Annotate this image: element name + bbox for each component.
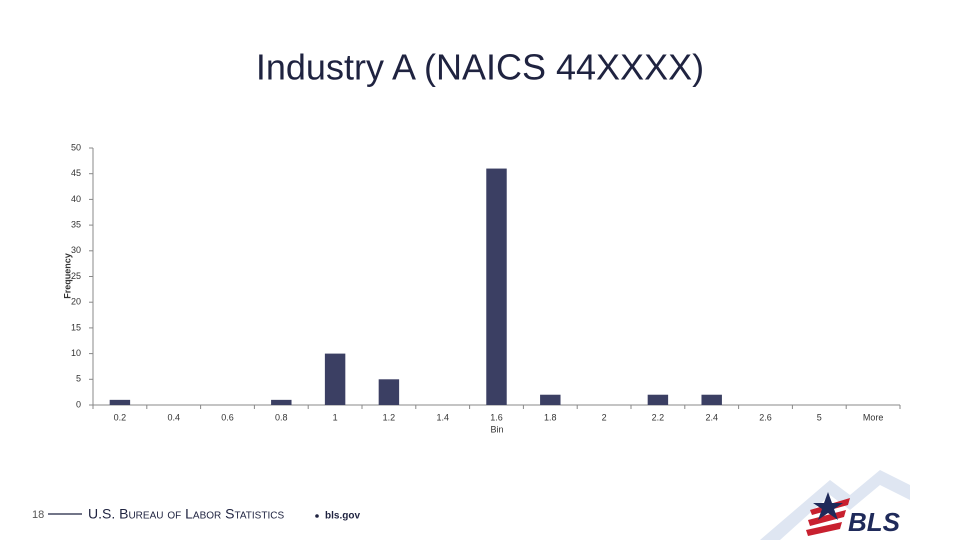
y-tick-label: 10	[71, 348, 81, 358]
x-tick-label: 0.2	[114, 412, 127, 422]
bar	[701, 394, 722, 405]
bar	[109, 399, 131, 405]
logo-star	[813, 492, 843, 520]
logo-text: BLS	[848, 507, 901, 537]
page-number: 18	[32, 509, 44, 521]
x-tick-label: 1.6	[490, 412, 503, 422]
x-tick-label: 0.8	[275, 412, 288, 422]
footer-organization: U.S. Bureau of Labor Statistics	[88, 506, 284, 522]
x-tick-label: 0.6	[221, 412, 234, 422]
x-tick-label: 1	[333, 412, 338, 422]
x-tick-label: 2	[602, 412, 607, 422]
bar	[540, 394, 561, 405]
logo-stripes	[806, 498, 850, 536]
y-tick-label: 0	[76, 399, 81, 409]
footer: 18 U.S. Bureau of Labor Statistics bls.g…	[32, 470, 910, 540]
bar	[324, 353, 346, 405]
bar	[647, 394, 669, 405]
y-tick-label: 45	[71, 168, 81, 178]
logo-swoosh	[760, 470, 910, 540]
bar	[486, 168, 507, 405]
x-tick-label: 1.4	[436, 412, 449, 422]
x-axis-label: Bin	[490, 424, 503, 434]
y-tick-label: 5	[76, 374, 81, 384]
y-tick-label: 40	[71, 194, 81, 204]
y-tick-label: 15	[71, 322, 81, 332]
x-tick-label: More	[863, 412, 884, 422]
x-tick-label: 1.8	[544, 412, 557, 422]
x-tick-label: 5	[817, 412, 822, 422]
y-tick-label: 30	[71, 245, 81, 255]
y-tick-label: 20	[71, 297, 81, 307]
footer-site: bls.gov	[325, 511, 360, 522]
x-tick-label: 2.6	[759, 412, 772, 422]
x-tick-label: 1.2	[383, 412, 396, 422]
bar	[378, 379, 400, 405]
x-tick-label: 2.2	[652, 412, 665, 422]
chart-title: Industry A (NAICS 44XXXX)	[256, 47, 704, 88]
footer-bullet	[315, 514, 319, 518]
y-tick-label: 50	[71, 142, 81, 152]
y-tick-label: 35	[71, 219, 81, 229]
bar	[271, 399, 292, 405]
x-tick-label: 2.4	[705, 412, 718, 422]
y-axis-label: Frequency	[62, 253, 72, 299]
y-tick-label: 25	[71, 271, 81, 281]
x-tick-label: 0.4	[167, 412, 180, 422]
